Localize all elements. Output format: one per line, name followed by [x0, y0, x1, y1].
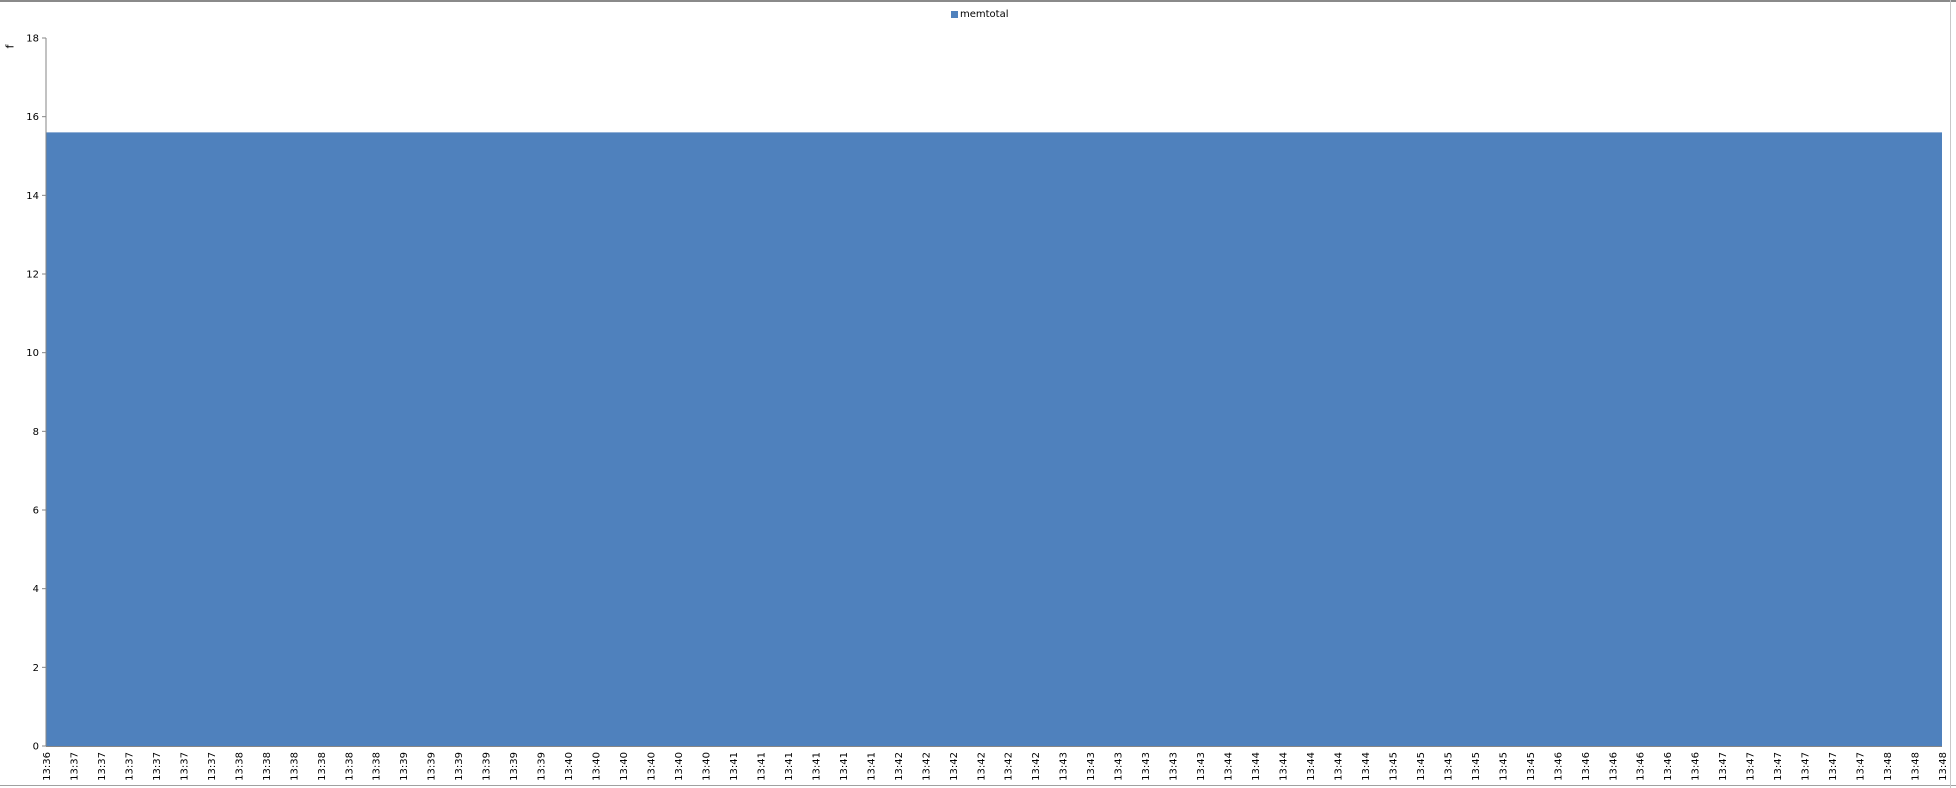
x-tick-label: 13:40 — [647, 752, 658, 781]
y-tick-label: 12 — [26, 270, 39, 281]
x-tick-label: 13:42 — [1004, 752, 1015, 781]
y-tick-label: 4 — [33, 584, 39, 595]
x-tick-label: 13:44 — [1361, 752, 1372, 781]
x-tick-label: 13:40 — [701, 752, 712, 781]
x-tick-label: 13:37 — [179, 752, 190, 781]
x-tick-label: 13:43 — [1114, 752, 1125, 781]
legend: memtotal — [951, 9, 1009, 20]
x-tick-label: 13:47 — [1801, 752, 1812, 781]
x-tick-label: 13:42 — [921, 752, 932, 781]
x-tick-label: 13:44 — [1224, 752, 1235, 781]
y-tick-label: 14 — [26, 191, 39, 202]
x-tick-label: 13:39 — [427, 752, 438, 781]
x-tick-label: 13:46 — [1608, 752, 1619, 781]
x-tick-label: 13:39 — [509, 752, 520, 781]
x-tick-label: 13:40 — [619, 752, 630, 781]
x-tick-label: 13:47 — [1746, 752, 1757, 781]
x-tick-label: 13:37 — [124, 752, 135, 781]
x-tick-label: 13:44 — [1306, 752, 1317, 781]
x-tick-label: 13:43 — [1169, 752, 1180, 781]
x-tick-label: 13:38 — [234, 752, 245, 781]
x-tick-label: 13:45 — [1416, 752, 1427, 781]
x-tick-label: 13:45 — [1526, 752, 1537, 781]
x-tick-label: 13:43 — [1141, 752, 1152, 781]
x-tick-label: 13:40 — [674, 752, 685, 781]
y-tick-label: 0 — [33, 742, 39, 753]
area-series-memtotal — [46, 132, 1942, 746]
x-tick-label: 13:46 — [1636, 752, 1647, 781]
x-tick-label: 13:46 — [1581, 752, 1592, 781]
x-tick-label: 13:39 — [454, 752, 465, 781]
x-tick-label: 13:47 — [1856, 752, 1867, 781]
y-tick-label: 18 — [26, 34, 39, 45]
x-tick-label: 13:40 — [564, 752, 575, 781]
x-tick-label: 13:38 — [344, 752, 355, 781]
y-tick-label: 6 — [33, 506, 39, 517]
x-tick-label: 13:41 — [729, 752, 740, 781]
x-tick-label: 13:42 — [894, 752, 905, 781]
y-tick-label: 10 — [26, 348, 39, 359]
legend-label-memtotal: memtotal — [960, 9, 1009, 20]
x-tick-label: 13:40 — [592, 752, 603, 781]
x-tick-label: 13:43 — [1086, 752, 1097, 781]
x-tick-label: 13:36 — [42, 752, 53, 781]
y-tick-label: 2 — [33, 663, 39, 674]
x-tick-label: 13:41 — [784, 752, 795, 781]
x-tick-label: 13:41 — [811, 752, 822, 781]
x-tick-label: 13:45 — [1498, 752, 1509, 781]
x-tick-label: 13:39 — [537, 752, 548, 781]
x-tick-label: 13:39 — [482, 752, 493, 781]
x-tick-label: 13:37 — [152, 752, 163, 781]
legend-swatch-memtotal — [951, 11, 958, 18]
x-tick-label: 13:48 — [1883, 752, 1894, 781]
x-tick-label: 13:41 — [839, 752, 850, 781]
x-tick-label: 13:47 — [1828, 752, 1839, 781]
x-tick-label: 13:37 — [207, 752, 218, 781]
y-tick-label: 8 — [33, 427, 39, 438]
y-tick-label: 16 — [26, 112, 39, 123]
x-tick-label: 13:48 — [1938, 752, 1949, 781]
x-tick-label: 13:44 — [1279, 752, 1290, 781]
x-tick-label: 13:46 — [1663, 752, 1674, 781]
x-tick-label: 13:39 — [399, 752, 410, 781]
x-tick-label: 13:37 — [97, 752, 108, 781]
x-tick-label: 13:38 — [317, 752, 328, 781]
x-tick-label: 13:45 — [1388, 752, 1399, 781]
x-tick-label: 13:44 — [1333, 752, 1344, 781]
x-tick-label: 13:42 — [976, 752, 987, 781]
x-tick-label: 13:46 — [1553, 752, 1564, 781]
x-tick-label: 13:47 — [1773, 752, 1784, 781]
x-tick-label: 13:45 — [1471, 752, 1482, 781]
x-tick-label: 13:42 — [1031, 752, 1042, 781]
x-tick-label: 13:48 — [1911, 752, 1922, 781]
x-tick-label: 13:41 — [756, 752, 767, 781]
x-tick-label: 13:43 — [1059, 752, 1070, 781]
x-tick-label: 13:46 — [1691, 752, 1702, 781]
x-tick-label: 13:37 — [69, 752, 80, 781]
x-tick-label: 13:38 — [372, 752, 383, 781]
x-tick-label: 13:47 — [1718, 752, 1729, 781]
x-tick-label: 13:45 — [1443, 752, 1454, 781]
x-tick-label: 13:38 — [262, 752, 273, 781]
x-tick-label: 13:41 — [866, 752, 877, 781]
x-tick-label: 13:43 — [1196, 752, 1207, 781]
x-tick-label: 13:42 — [949, 752, 960, 781]
x-tick-label: 13:44 — [1251, 752, 1262, 781]
x-tick-label: 13:38 — [289, 752, 300, 781]
